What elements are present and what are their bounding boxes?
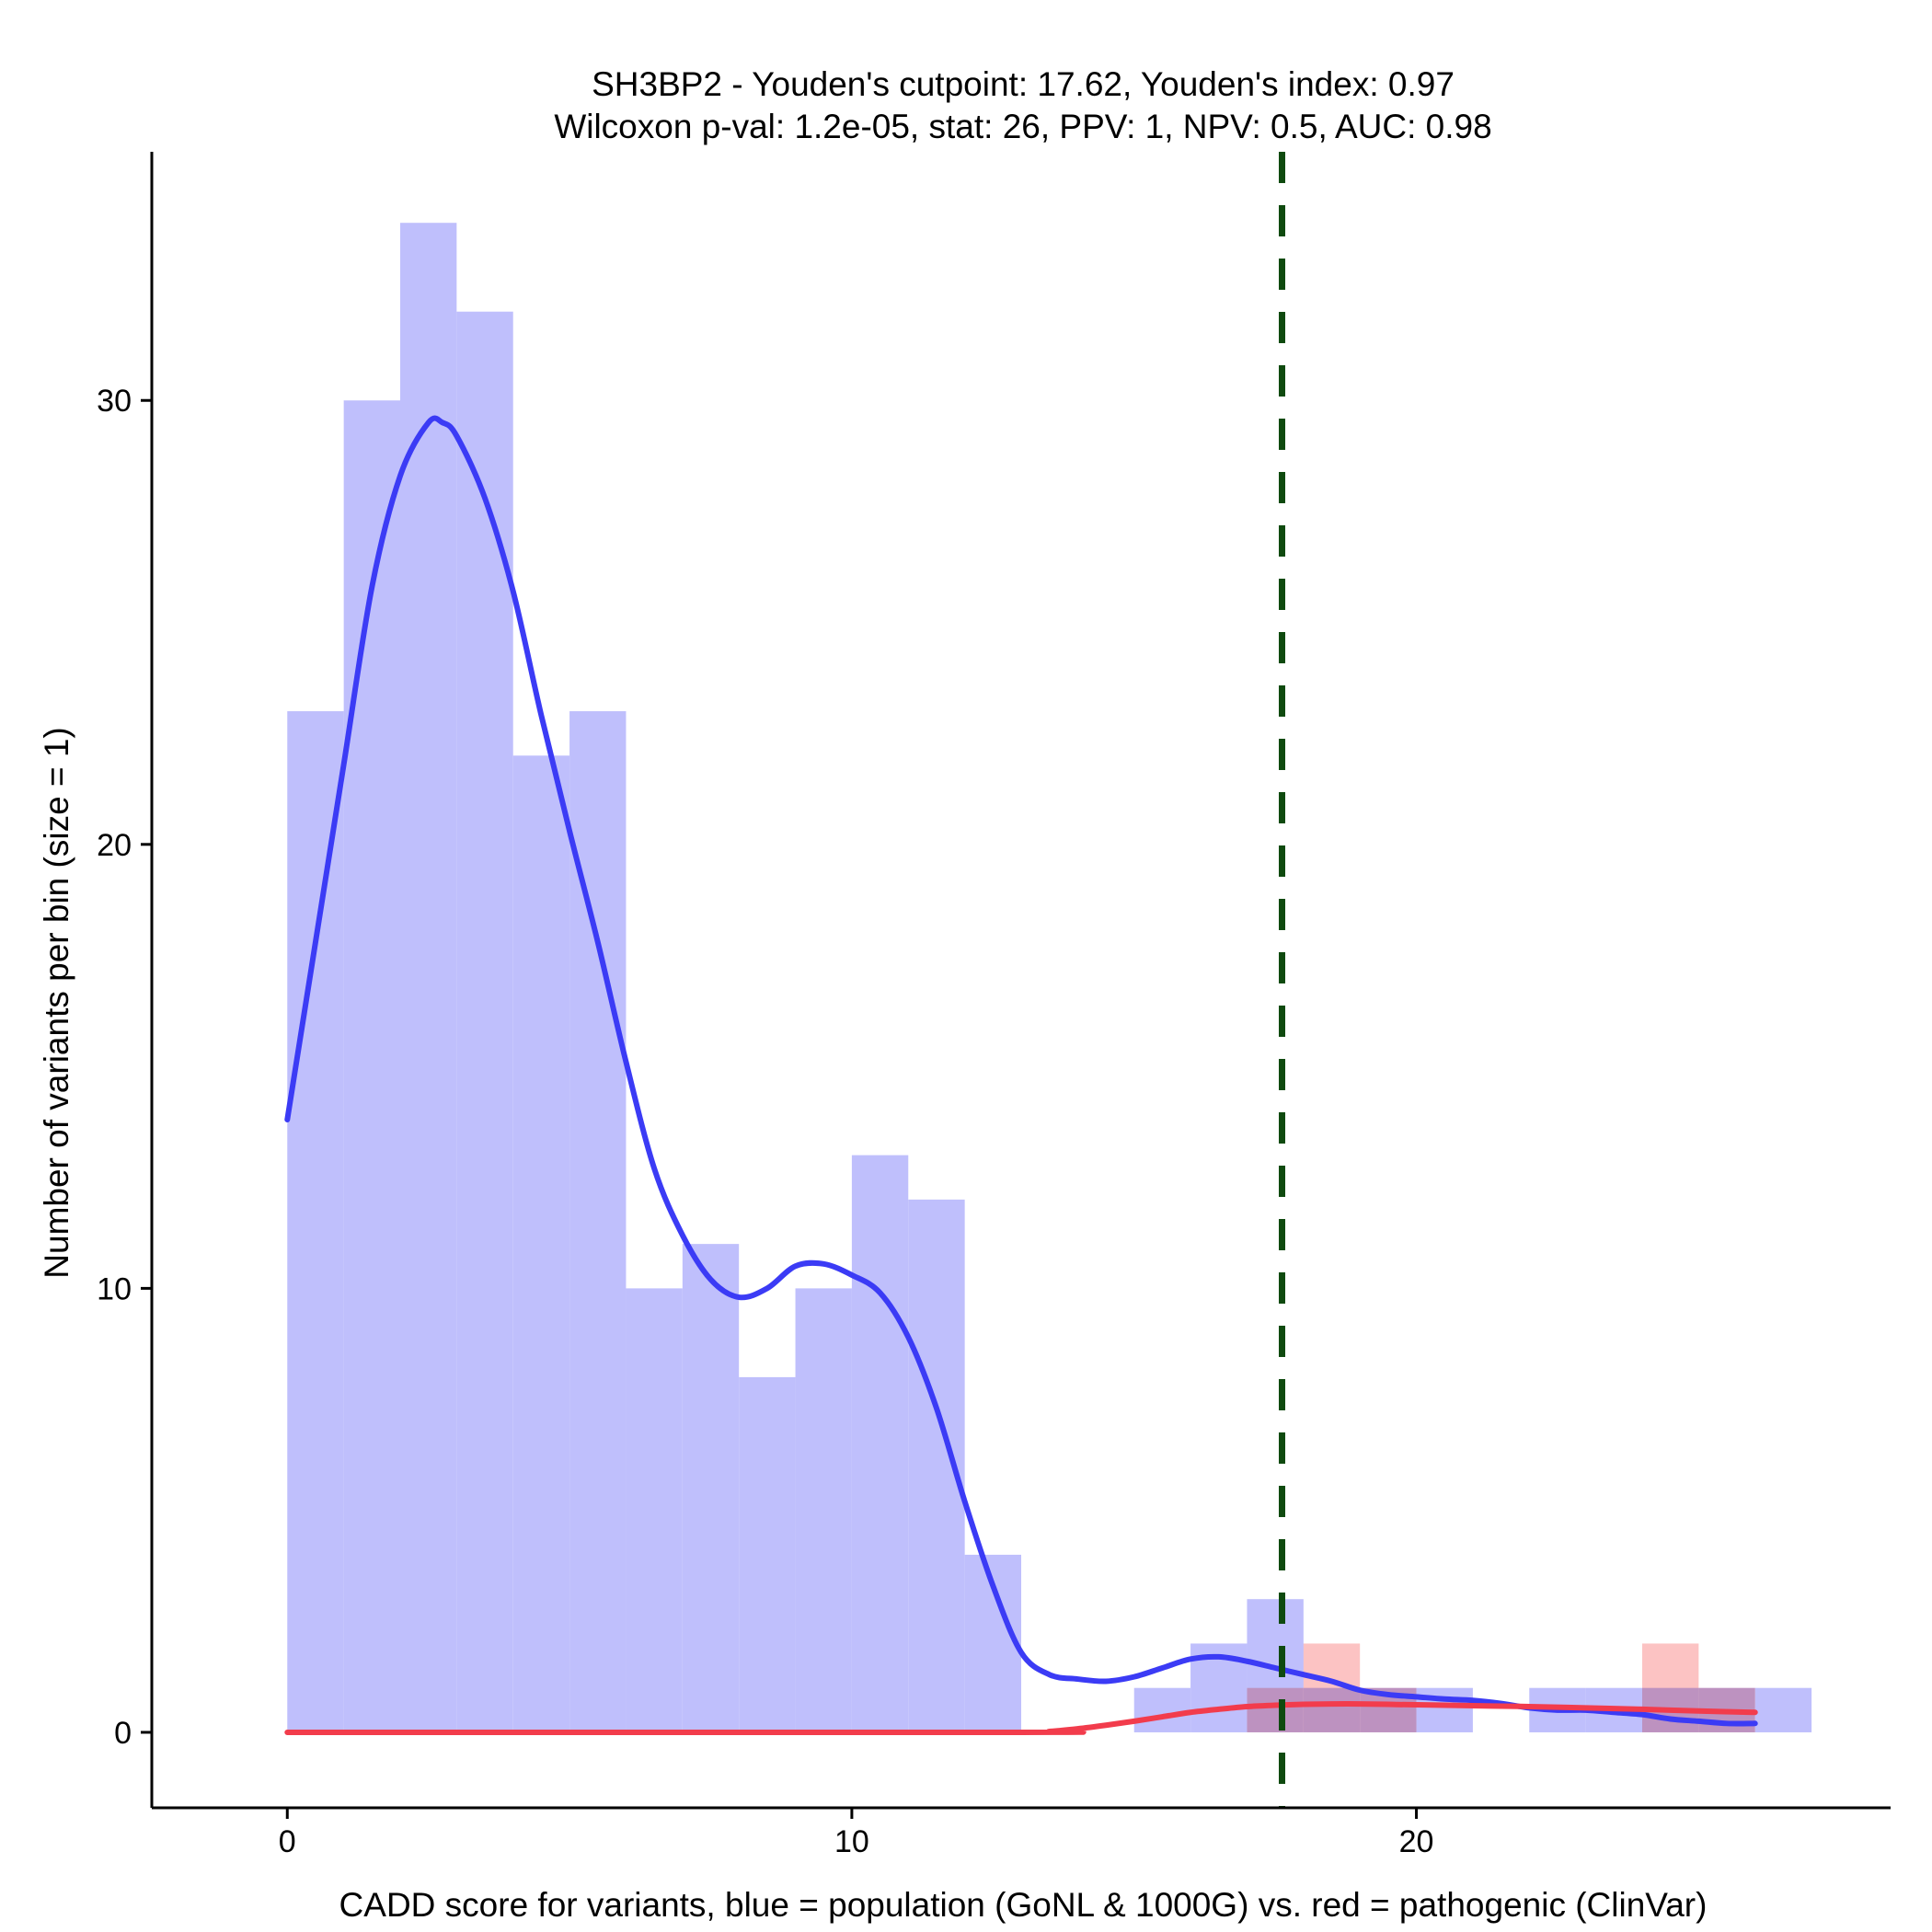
chart-title: SH3BP2 - Youden's cutpoint: 17.62, Youde… xyxy=(592,65,1455,103)
x-tick-label-0: 0 xyxy=(279,1824,296,1859)
y-tick-label-20: 20 xyxy=(97,828,132,863)
chart-subtitle: Wilcoxon p-val: 1.2e-05, stat: 26, PPV: … xyxy=(554,108,1491,145)
population-bar-5 xyxy=(569,711,627,1732)
population-bar-0 xyxy=(287,711,344,1732)
population-bar-10 xyxy=(851,1155,909,1732)
y-tick-label-0: 0 xyxy=(114,1716,132,1751)
population-bar-8 xyxy=(739,1376,796,1732)
population-bar-26 xyxy=(1754,1687,1812,1732)
population-bar-6 xyxy=(626,1288,683,1732)
x-axis-label: CADD score for variants, blue = populati… xyxy=(339,1886,1708,1924)
x-tick-label-10: 10 xyxy=(834,1824,869,1859)
population-bar-4 xyxy=(512,755,570,1732)
population-bar-1 xyxy=(343,400,400,1732)
population-bar-2 xyxy=(400,223,457,1732)
density-lines xyxy=(284,415,1758,1736)
population-bar-9 xyxy=(795,1288,852,1732)
axes xyxy=(141,152,1891,1819)
y-tick-label-10: 10 xyxy=(97,1271,132,1306)
histogram-bars xyxy=(287,223,1812,1732)
x-tick-label-20: 20 xyxy=(1399,1824,1434,1859)
pathogenic-bar-17 xyxy=(1247,1687,1304,1732)
y-tick-label-30: 30 xyxy=(97,384,132,419)
tick-labels: 0 10 20 0 10 20 30 xyxy=(97,384,1433,1859)
population-bar-20 xyxy=(1416,1687,1473,1732)
population-bar-15 xyxy=(1133,1687,1191,1732)
pathogenic-density-line xyxy=(284,1701,1758,1736)
population-bar-7 xyxy=(682,1244,740,1732)
y-axis-label: Number of variants per bin (size = 1) xyxy=(38,727,75,1278)
population-density-line xyxy=(284,415,1758,1727)
population-bar-3 xyxy=(456,311,513,1732)
